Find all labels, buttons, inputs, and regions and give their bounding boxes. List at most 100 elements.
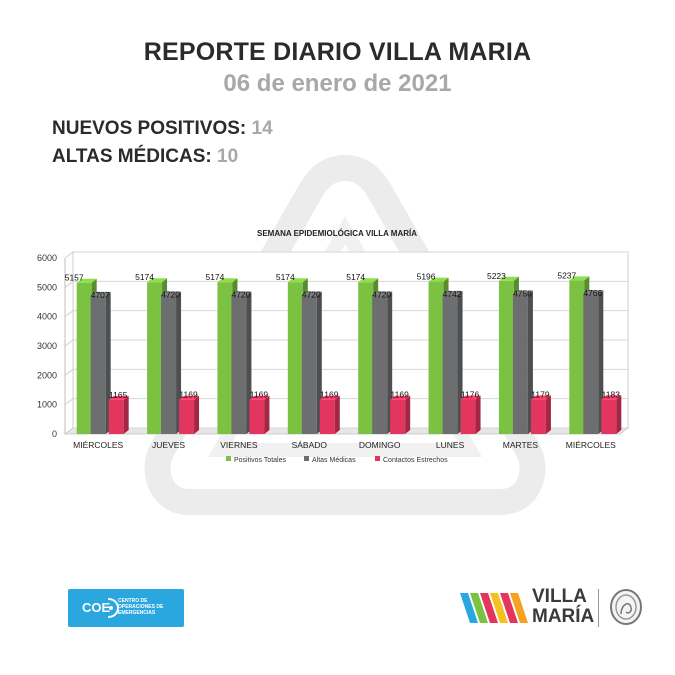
report-date: 06 de enero de 2021 [223, 70, 452, 97]
bar-front [76, 282, 92, 434]
x-tick-label: LUNES [436, 440, 465, 450]
bar-side [123, 395, 129, 434]
bar-1 [442, 290, 463, 434]
bar-top [512, 290, 533, 295]
bar-top [179, 395, 200, 400]
x-tick-label: MARTES [503, 440, 539, 450]
data-label: 5174 [276, 272, 295, 282]
bar-front [601, 399, 617, 434]
bar-1 [231, 291, 252, 434]
data-label: 1169 [250, 390, 269, 400]
data-label: 5223 [487, 271, 506, 281]
data-label: 1179 [531, 389, 550, 399]
bar-side [545, 395, 551, 434]
villa-maria-stripes-icon [460, 593, 528, 623]
bar-top [583, 290, 604, 295]
new-positives-value: 14 [251, 118, 273, 139]
gridline-depth [64, 427, 74, 435]
bar-side [598, 290, 604, 434]
bar-side [405, 395, 411, 434]
bar-2 [108, 395, 129, 434]
data-label: 4742 [443, 289, 462, 299]
bar-front [108, 399, 124, 434]
data-label: 5174 [135, 272, 154, 282]
legend-swatch [375, 456, 380, 461]
data-label: 1176 [461, 390, 480, 400]
medical-discharges-value: 10 [217, 146, 239, 167]
bar-2 [530, 395, 551, 434]
bar-front [569, 280, 585, 434]
bar-front [287, 282, 303, 434]
villa-maria-logo: VILLA MARÍA [460, 585, 646, 631]
bar-side [264, 395, 270, 434]
bar-front [161, 295, 177, 434]
bar-top [460, 395, 481, 400]
x-tick-label: MIÉRCOLES [73, 440, 123, 450]
coe-logo: COE CENTRO DE OPERACIONES DE EMERGENCIAS [68, 589, 184, 627]
legend-swatch [304, 456, 309, 461]
data-label: 1169 [320, 390, 339, 400]
bar-front [147, 282, 163, 434]
bar-top [390, 395, 411, 400]
vm-line2: MARÍA [532, 606, 595, 627]
bar-top [530, 395, 551, 400]
bar-front [231, 295, 247, 434]
x-tick-label: JUEVES [152, 440, 185, 450]
bar-side [316, 291, 322, 434]
y-tick-label: 0 [52, 429, 57, 439]
y-tick-label: 5000 [37, 282, 57, 292]
bar-top [372, 291, 393, 296]
data-label: 5196 [417, 272, 436, 282]
data-label: 1169 [179, 390, 198, 400]
data-label: 5237 [557, 270, 576, 280]
bar-side [527, 290, 533, 434]
data-label: 5157 [65, 273, 84, 283]
city-seal-icon [610, 589, 642, 625]
y-tick-label: 1000 [37, 400, 57, 410]
bar-top [231, 291, 252, 296]
bar-front [442, 294, 458, 434]
bar-top [147, 278, 168, 283]
bar-side [105, 291, 111, 434]
bar-front [372, 295, 388, 434]
y-tick-label: 3000 [37, 341, 57, 351]
bar-1 [90, 291, 111, 434]
legend-label: Altas Médicas [312, 457, 356, 464]
new-positives-stat: NUEVOS POSITIVOS: 14 [52, 118, 273, 140]
bar-front [319, 399, 335, 434]
bar-side [387, 291, 393, 434]
bar-top [108, 395, 129, 400]
data-label: 5174 [346, 272, 365, 282]
legend-label: Contactos Estrechos [383, 457, 448, 464]
coe-logo-subtitle: CENTRO DE OPERACIONES DE EMERGENCIAS [118, 598, 164, 616]
bar-top [358, 278, 379, 283]
bar-2 [319, 395, 340, 434]
coe-logo-icon [107, 598, 120, 618]
bar-front [512, 294, 528, 434]
bar-top [161, 291, 182, 296]
x-tick-label: DOMINGO [359, 440, 401, 450]
x-tick-label: VIERNES [220, 440, 258, 450]
gridline-depth [64, 398, 74, 406]
bar-1 [512, 290, 533, 434]
bar-front [390, 399, 406, 434]
bar-2 [390, 395, 411, 434]
bar-top [301, 291, 322, 296]
gridline-depth [64, 251, 74, 259]
bar-front [301, 295, 317, 434]
y-tick-label: 6000 [37, 253, 57, 263]
bar-top [442, 290, 463, 295]
bar-front [460, 399, 476, 434]
data-label: 4756 [513, 288, 532, 298]
bar-front [498, 280, 514, 434]
data-label: 1169 [391, 390, 410, 400]
x-tick-label: SÁBADO [292, 440, 328, 450]
bar-top [319, 395, 340, 400]
chart-title: SEMANA EPIDEMIOLÓGICA VILLA MARÍA [257, 229, 417, 238]
gridline-depth [64, 339, 74, 347]
data-label: 4720 [161, 290, 180, 300]
bar-1 [301, 291, 322, 434]
data-label: 4707 [91, 290, 110, 300]
medical-discharges-label: ALTAS MÉDICAS: [52, 146, 212, 167]
